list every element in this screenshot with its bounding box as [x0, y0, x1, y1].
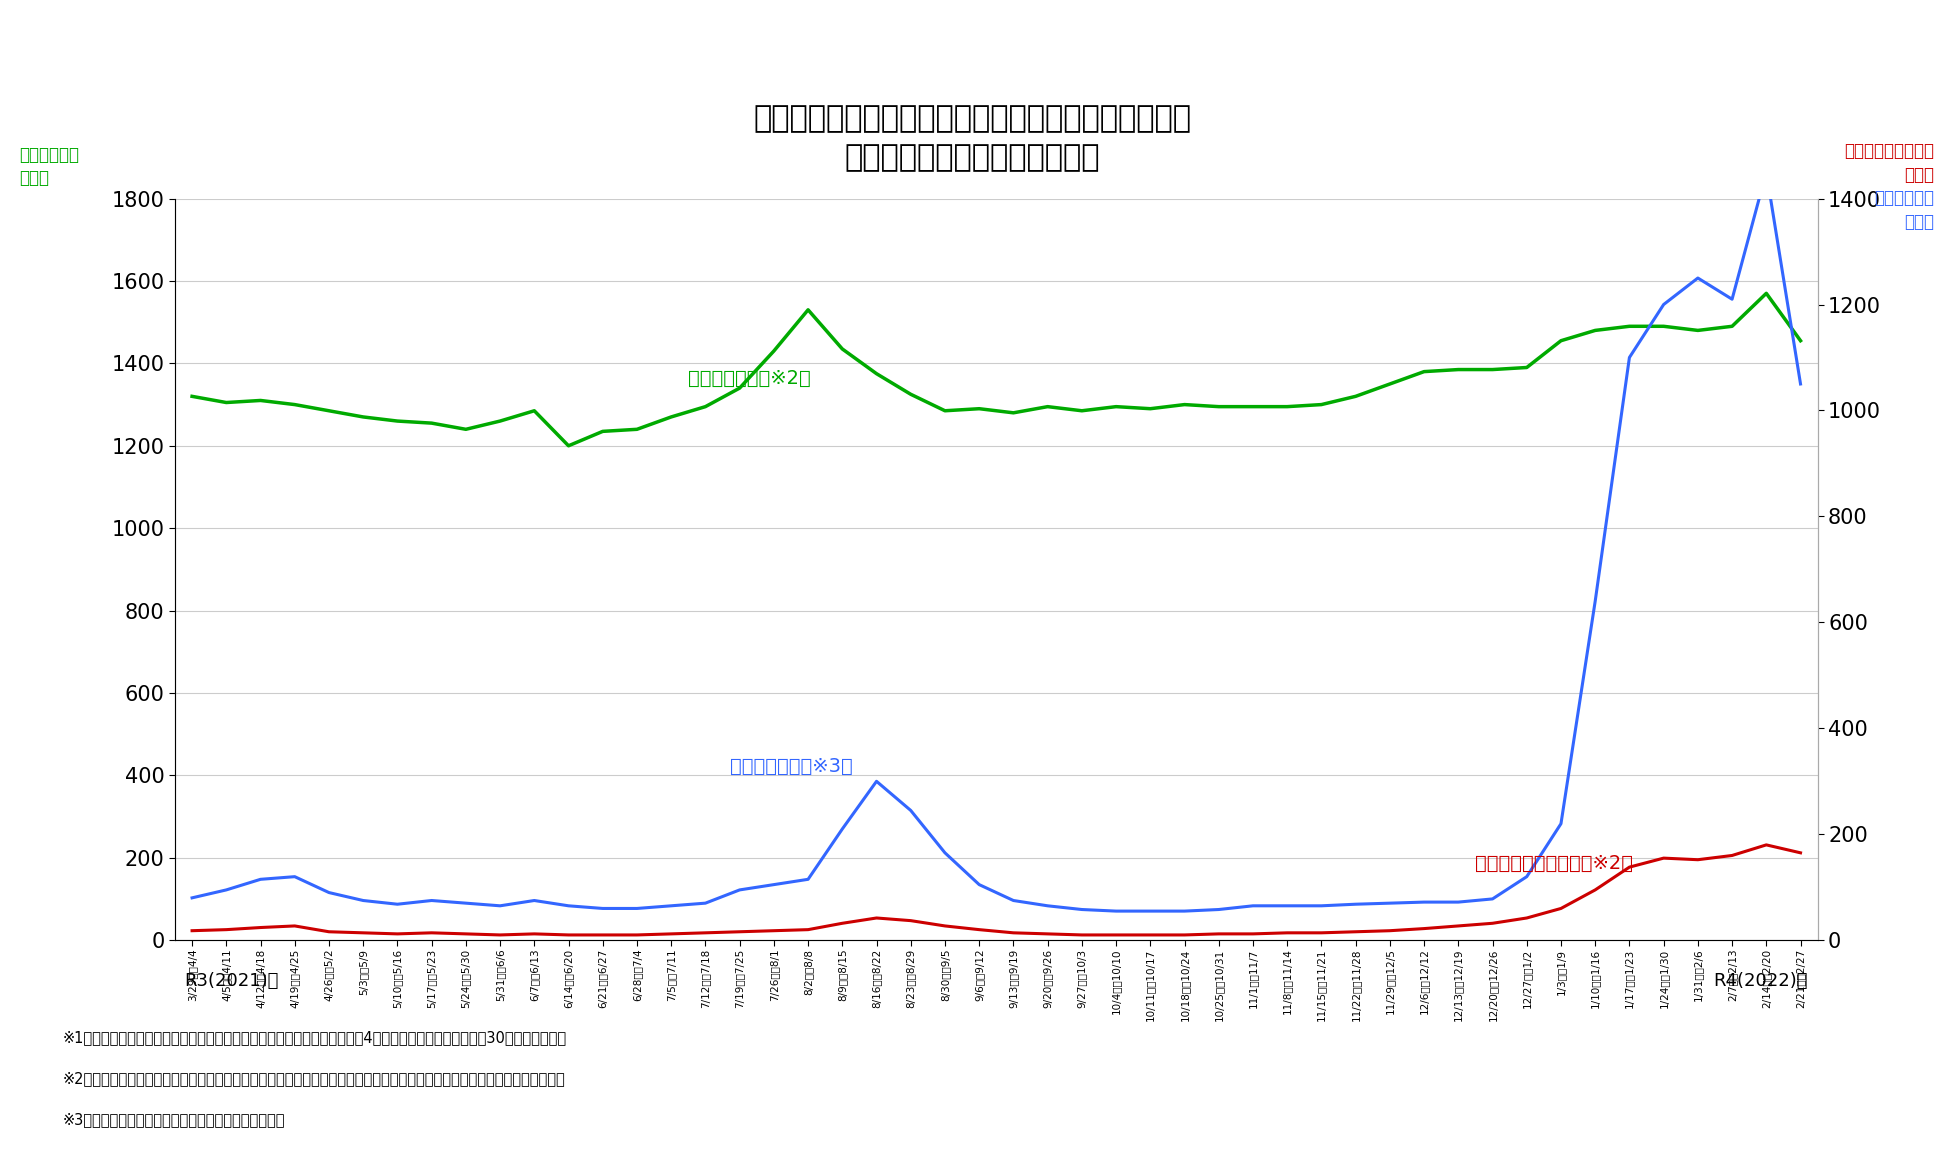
Text: （人）: （人） [1905, 213, 1934, 230]
Text: 救急搬送件数: 救急搬送件数 [19, 146, 80, 164]
Text: ※1　救急搬送困難事案とは、救急隊による「医療機関への受入れ照会回数4回以上」かつ「現場滞在時間30分以上」の事案: ※1 救急搬送困難事案とは、救急隊による「医療機関への受入れ照会回数4回以上」か… [62, 1030, 566, 1045]
Text: 新型コロナ新規感染者数の推移: 新型コロナ新規感染者数の推移 [844, 144, 1100, 172]
Text: 新規感染者数: 新規感染者数 [1874, 189, 1934, 207]
Text: ※2　救急搬送件数、救急搬送困難事案数ともに速報値であり、発熱等がなく新型コロナの感染が疑われない患者の搬送を含む: ※2 救急搬送件数、救急搬送困難事案数ともに速報値であり、発熱等がなく新型コロナ… [62, 1071, 566, 1086]
Text: 新規感染者数（※3）: 新規感染者数（※3） [729, 757, 851, 776]
Text: 救急搬送困難事案数: 救急搬送困難事案数 [1845, 142, 1934, 160]
Text: ※3　新型コロナ新規感染者数は、発熱週別の一日平均: ※3 新型コロナ新規感染者数は、発熱週別の一日平均 [62, 1112, 284, 1127]
Text: R3(2021)年: R3(2021)年 [185, 972, 280, 989]
Text: （件）: （件） [19, 169, 49, 187]
Text: 奈良県における救急搬送件数と救急搬送困難事案数、: 奈良県における救急搬送件数と救急搬送困難事案数、 [752, 105, 1192, 133]
Text: 救急搬送件数（※2）: 救急搬送件数（※2） [688, 369, 811, 388]
Text: 救急搬送困難事案数（※2）: 救急搬送困難事案数（※2） [1475, 854, 1633, 872]
Text: （件）: （件） [1905, 166, 1934, 183]
Text: R4(2022)年: R4(2022)年 [1713, 972, 1808, 989]
